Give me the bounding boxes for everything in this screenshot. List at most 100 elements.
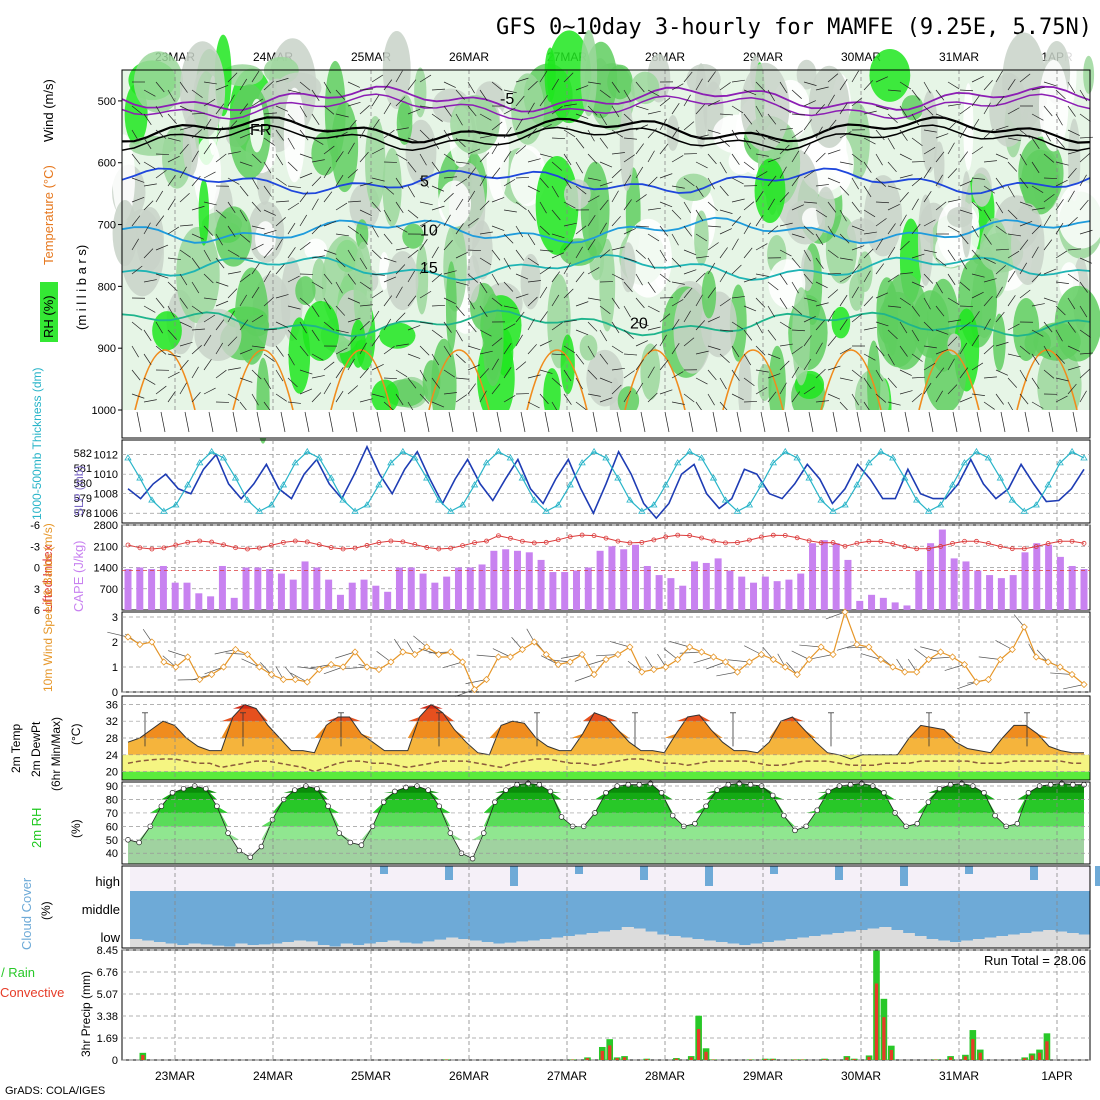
wind-barb — [191, 391, 201, 403]
rh-contour-fill — [198, 178, 210, 246]
precip-conv-bar — [867, 1056, 871, 1060]
wind-barb — [131, 129, 139, 142]
thickness-marker — [195, 459, 204, 466]
wind-barb — [851, 286, 859, 299]
wind10-marker — [925, 655, 933, 664]
high-cloud-bar — [640, 866, 648, 880]
wind-barb — [911, 353, 923, 362]
wind-barb — [803, 358, 812, 371]
rh-contour-fill — [179, 41, 226, 139]
wind-barb — [227, 177, 240, 185]
wind-barb — [376, 651, 392, 663]
wind-barb — [359, 151, 369, 163]
wind10-marker — [399, 648, 407, 656]
wind-barb — [947, 103, 961, 107]
wind-barb — [983, 376, 997, 379]
wind-barb — [839, 319, 848, 331]
wind-barb — [1019, 393, 1029, 405]
cape-bar — [773, 581, 781, 610]
wind-barb — [479, 281, 488, 294]
cloud-level-label: middle — [82, 902, 120, 917]
cape-bar — [1056, 556, 1064, 610]
cape-bar — [443, 576, 451, 610]
wind-barb — [1043, 214, 1052, 227]
wind-barb — [671, 185, 685, 189]
cape-bar — [207, 596, 215, 610]
wind-barb — [1031, 329, 1044, 337]
panel-frame — [121, 781, 1091, 865]
thickness-marker — [721, 496, 730, 503]
wind-barb — [251, 263, 260, 275]
wind-barb — [491, 249, 501, 261]
wind-barb — [935, 201, 947, 211]
wind-barb — [959, 233, 969, 245]
wind-barb — [875, 369, 883, 382]
cape-bar — [360, 579, 368, 610]
wind-barb — [815, 281, 828, 289]
wind-barb — [611, 367, 625, 371]
rh-contour-fill — [917, 194, 934, 286]
wind-barb — [167, 371, 180, 379]
wind-barb — [491, 297, 503, 307]
wind-barb — [491, 142, 499, 155]
wind-barb — [395, 286, 403, 299]
wind-barb — [623, 353, 637, 356]
wind-barb — [359, 367, 369, 379]
y-tick-label: 20 — [106, 767, 118, 779]
wind-barb — [155, 273, 169, 279]
wind-barb — [563, 240, 574, 251]
wind-barb — [563, 369, 572, 382]
wind10-marker — [1032, 653, 1040, 661]
wind-barb — [995, 95, 1005, 107]
wind-barb — [143, 161, 156, 169]
wind-barb — [743, 201, 755, 211]
wind-barb — [323, 105, 335, 115]
wind-barb — [599, 161, 613, 168]
y-tick-label: -6 — [30, 520, 40, 532]
wind-barb — [465, 679, 487, 685]
wind-barb — [551, 252, 565, 259]
isotherm-label: 5 — [420, 173, 429, 190]
wind-barb — [611, 273, 624, 281]
wind-barb — [1007, 209, 1018, 220]
wind-barb — [383, 233, 393, 245]
thickness-marker — [853, 481, 861, 488]
wind-barb — [131, 345, 139, 358]
precip-conv-bar — [600, 1050, 604, 1060]
wind-barb — [971, 311, 980, 323]
wind-barb — [635, 249, 646, 259]
thickness-marker — [482, 459, 491, 466]
wind-barb — [359, 398, 373, 403]
cape-bar — [195, 593, 203, 610]
wind-barb — [311, 113, 320, 126]
wind-barb — [239, 78, 248, 91]
date-label-top: 29MAR — [743, 50, 783, 64]
wind-barb — [371, 393, 385, 398]
rh2m-marker — [269, 816, 276, 823]
wind-barb — [455, 377, 469, 380]
precip-conv-bar — [874, 983, 879, 1060]
wind-barb — [179, 359, 189, 371]
wind-barb — [443, 105, 452, 117]
wind-barb — [983, 160, 997, 163]
thickness-marker — [948, 481, 957, 488]
wind-barb — [611, 297, 620, 309]
rh2m-marker — [825, 788, 832, 795]
wind-barb — [467, 364, 481, 371]
rh2m-marker — [169, 790, 176, 796]
wind-barb — [755, 153, 769, 157]
rh-contour-fill — [792, 287, 811, 386]
wind10-marker — [315, 665, 323, 674]
wind-barb — [143, 137, 152, 150]
date-label-top: 25MAR — [351, 50, 391, 64]
wind-barb — [635, 359, 644, 371]
thickness-marker — [673, 459, 682, 466]
wind-barb — [155, 345, 167, 355]
wind-barb — [347, 169, 358, 179]
wind-barb — [851, 245, 865, 251]
cape-bar — [679, 585, 687, 610]
wind10-marker — [769, 655, 777, 664]
wind-barb — [947, 249, 956, 261]
